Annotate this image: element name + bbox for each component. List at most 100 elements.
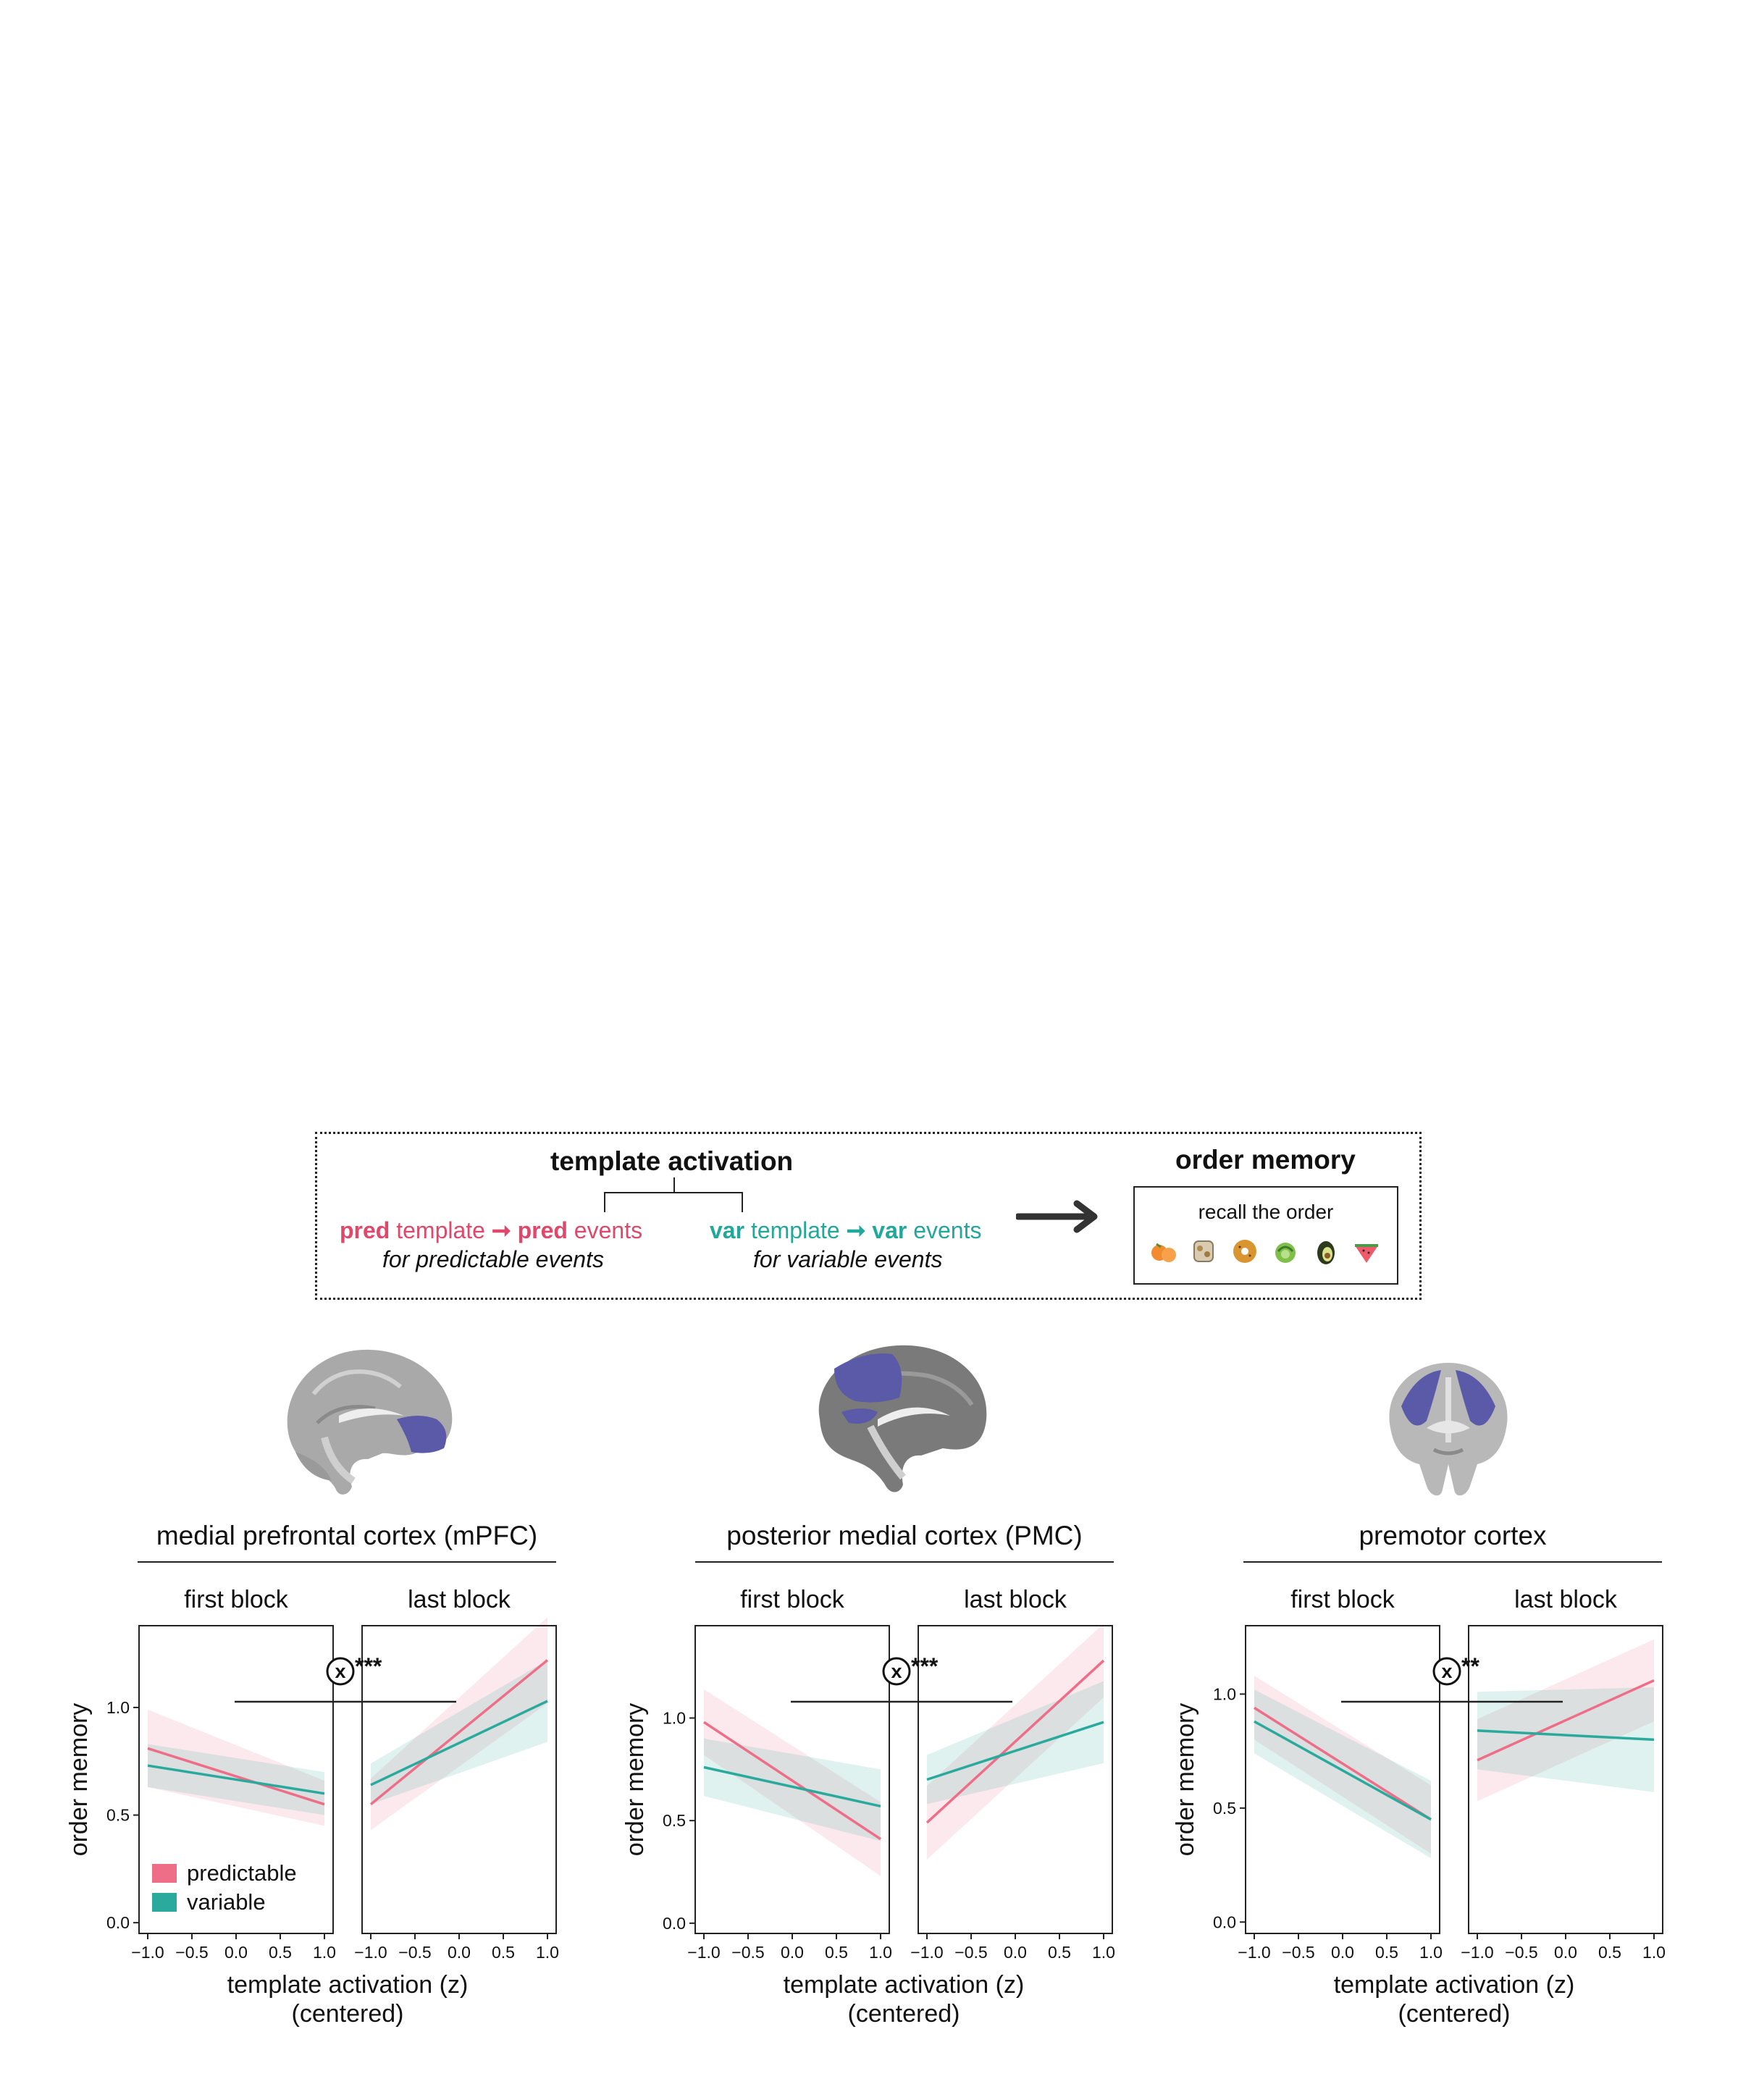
pred-template-line: pred template ➞ pred events bbox=[340, 1217, 642, 1244]
y-tick-label: 0.0 bbox=[663, 1914, 686, 1933]
bracket-stem bbox=[673, 1177, 675, 1192]
x-tick-label: 1.0 bbox=[1092, 1943, 1115, 1962]
panel-title-rule bbox=[138, 1561, 556, 1563]
nuts-food-icon bbox=[1193, 1240, 1214, 1262]
template-activation-title: template activation bbox=[550, 1146, 794, 1176]
x-tick-label: 0.5 bbox=[492, 1943, 515, 1962]
x-axis-label: template activation (z) bbox=[227, 1971, 469, 1999]
x-tick-label: 0.5 bbox=[825, 1943, 848, 1962]
events-word: events bbox=[574, 1217, 643, 1243]
panel-title-rule bbox=[1243, 1561, 1662, 1563]
arrow-glyph: ➞ bbox=[491, 1217, 511, 1243]
x-tick-label: 0.0 bbox=[1331, 1943, 1354, 1962]
x-tick-label: 1.0 bbox=[313, 1943, 336, 1962]
y-axis-label: order memory bbox=[1172, 1703, 1199, 1857]
x-tick-label: 0.5 bbox=[1598, 1943, 1621, 1962]
regression-line-variable bbox=[1254, 1720, 1432, 1821]
x-tick-label: −1.0 bbox=[131, 1943, 164, 1962]
legend-swatch-variable bbox=[152, 1893, 177, 1912]
regression-line-predictable bbox=[703, 1721, 881, 1841]
y-tick-label: 0.5 bbox=[106, 1806, 130, 1825]
interaction-circle-icon bbox=[882, 1657, 911, 1686]
x-tick-label: 1.0 bbox=[536, 1943, 559, 1962]
x-axis-label: template activation (z) bbox=[1334, 1971, 1575, 1999]
x-axis-sublabel: (centered) bbox=[1398, 2000, 1511, 2028]
regression-line-predictable bbox=[369, 1659, 549, 1806]
order-memory-title: order memory bbox=[1175, 1145, 1356, 1175]
pred-subtitle: for predictable events bbox=[382, 1246, 604, 1272]
confidence-ribbon-variable bbox=[1477, 1687, 1654, 1792]
var-word: var bbox=[710, 1217, 745, 1243]
x-tick-label: −0.5 bbox=[1282, 1943, 1314, 1962]
template-word: template bbox=[396, 1217, 485, 1243]
chart-pmc: first block −1.0 −0.5 0.0 0.5 1.0 last block −1… bbox=[621, 1586, 1115, 2028]
brain-coronal-premotor bbox=[1389, 1363, 1508, 1496]
panel-title-pmc: posterior medial cortex (PMC) bbox=[726, 1521, 1083, 1550]
regression-line-variable bbox=[1477, 1729, 1655, 1742]
significance-stars: ** bbox=[1461, 1653, 1479, 1679]
bracket-bar bbox=[604, 1192, 743, 1193]
panel-title-mpfc: medial prefrontal cortex (mPFC) bbox=[156, 1521, 538, 1550]
y-tick-label: 0.5 bbox=[663, 1811, 686, 1830]
facet-label: last block bbox=[964, 1586, 1067, 1613]
orange-food-icon bbox=[1151, 1243, 1176, 1262]
arrow-glyph: ➞ bbox=[846, 1217, 866, 1243]
x-tick-label: −0.5 bbox=[1505, 1943, 1537, 1962]
x-tick-label: −0.5 bbox=[731, 1943, 764, 1962]
food-row bbox=[1148, 1235, 1382, 1267]
interaction-circle-icon bbox=[326, 1657, 355, 1686]
template-word: template bbox=[750, 1217, 840, 1243]
facet-label: last block bbox=[1514, 1586, 1618, 1613]
var-template-line: var template ➞ var events bbox=[710, 1217, 981, 1244]
regression-line-variable bbox=[370, 1700, 548, 1786]
regression-line-variable bbox=[147, 1764, 325, 1795]
recall-label: recall the order bbox=[1198, 1201, 1334, 1223]
x-tick-label: −1.0 bbox=[354, 1943, 387, 1962]
pred-word: pred bbox=[340, 1217, 390, 1243]
bracket-left-leg bbox=[604, 1192, 605, 1212]
avocado-food-icon bbox=[1317, 1241, 1335, 1264]
facet-label: last block bbox=[408, 1586, 511, 1613]
regression-line-predictable bbox=[1477, 1679, 1655, 1762]
brain-sagittal-mpfc bbox=[287, 1349, 453, 1495]
events-word: events bbox=[913, 1217, 982, 1243]
legend-swatch-predictable bbox=[152, 1864, 177, 1883]
confidence-ribbon-predictable bbox=[371, 1617, 547, 1831]
bracket-right-leg bbox=[742, 1192, 743, 1212]
chart-mpfc: first block −1.0 −0.5 0.0 0.5 1.0 last block −1… bbox=[65, 1586, 559, 2028]
interaction-symbol: x bbox=[335, 1660, 345, 1682]
significance-stars: *** bbox=[911, 1653, 939, 1679]
facet-label: first block bbox=[184, 1586, 289, 1613]
x-tick-label: −0.5 bbox=[954, 1943, 987, 1962]
x-tick-label: 0.0 bbox=[224, 1943, 248, 1962]
confidence-ribbon-variable bbox=[704, 1738, 881, 1841]
significance-stars: *** bbox=[355, 1653, 382, 1679]
x-axis-label: template activation (z) bbox=[784, 1971, 1025, 1999]
x-axis-sublabel: (centered) bbox=[292, 2000, 404, 2028]
x-tick-label: 0.0 bbox=[1004, 1943, 1027, 1962]
recall-box: recall the order bbox=[1133, 1186, 1398, 1285]
x-tick-label: 0.5 bbox=[1048, 1943, 1071, 1962]
regression-line-variable bbox=[926, 1721, 1104, 1781]
cabbage-food-icon bbox=[1275, 1243, 1296, 1263]
panel-title-rule bbox=[695, 1561, 1114, 1563]
pred-word: pred bbox=[517, 1217, 568, 1243]
interaction-circle-icon bbox=[1432, 1657, 1461, 1686]
facet-label: first block bbox=[1290, 1586, 1395, 1613]
var-word: var bbox=[872, 1217, 907, 1243]
interaction-symbol: x bbox=[891, 1660, 902, 1682]
legend-label: predictable bbox=[187, 1860, 297, 1886]
x-tick-label: −1.0 bbox=[1238, 1943, 1270, 1962]
x-tick-label: 0.5 bbox=[1375, 1943, 1398, 1962]
y-tick-label: 1.0 bbox=[663, 1709, 686, 1728]
y-axis-label: order memory bbox=[65, 1703, 93, 1857]
x-tick-label: −0.5 bbox=[175, 1943, 208, 1962]
brain-sagittal-pmc bbox=[818, 1345, 987, 1492]
x-tick-label: 1.0 bbox=[1642, 1943, 1666, 1962]
right-arrow-icon bbox=[1016, 1200, 1098, 1233]
x-axis-sublabel: (centered) bbox=[848, 2000, 960, 2028]
var-subtitle: for variable events bbox=[753, 1246, 943, 1272]
bagel-food-icon bbox=[1233, 1240, 1256, 1263]
regression-line-predictable bbox=[1254, 1706, 1432, 1821]
